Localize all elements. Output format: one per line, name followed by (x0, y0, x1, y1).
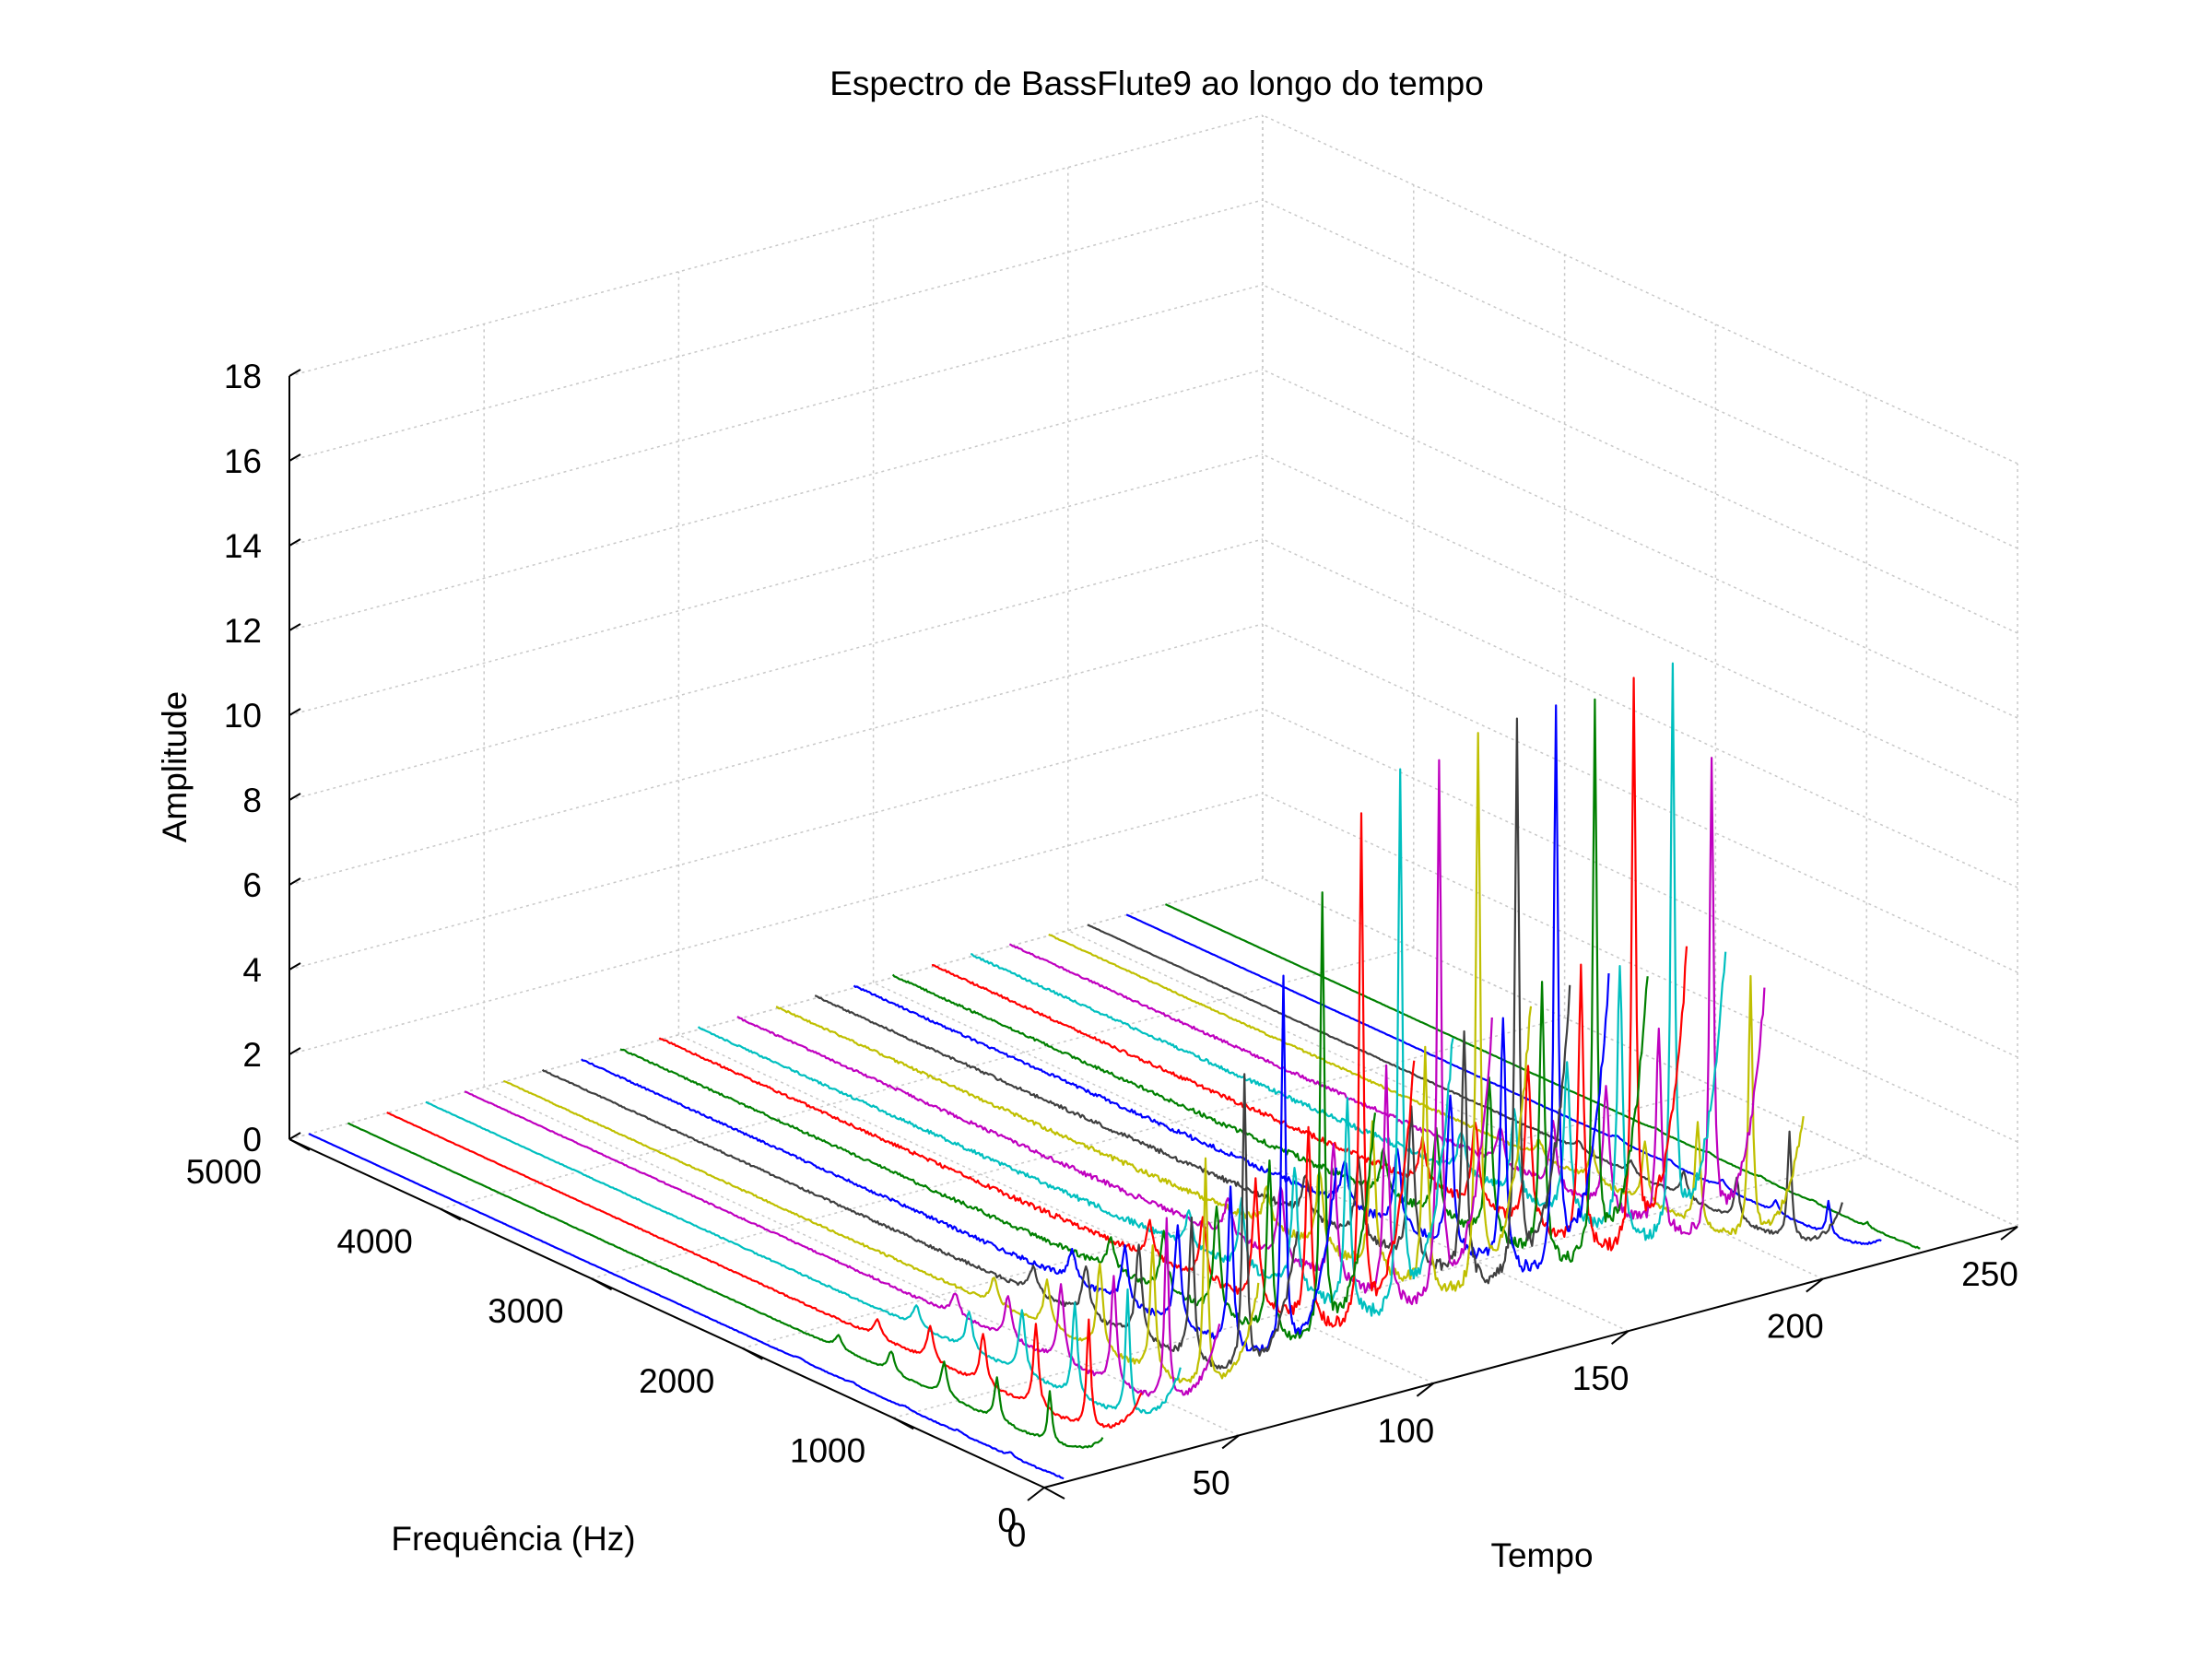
grid-line (288, 538, 1264, 801)
grid-line (440, 947, 1414, 1210)
grid-line (1262, 114, 2018, 465)
axis-layer (288, 376, 2018, 1488)
grid-line (288, 793, 1264, 1055)
grid-line (1262, 877, 2018, 1228)
y-tick-label: 2000 (639, 1362, 714, 1400)
grid-line (1262, 369, 2018, 719)
grid-line (1262, 199, 2018, 549)
grid-line (288, 623, 1264, 886)
x-tick-mark (2000, 1226, 2018, 1241)
z-tick-label: 14 (224, 527, 262, 565)
y-tick-mark (741, 1347, 763, 1360)
x-tick-label: 250 (1961, 1255, 2018, 1293)
z-tick-label: 6 (242, 866, 262, 904)
y-tick-mark (1043, 1487, 1065, 1500)
grid-line (288, 284, 1264, 547)
z-tick-mark (288, 877, 301, 886)
x-tick-mark (1416, 1382, 1435, 1397)
grid-line (288, 114, 1264, 377)
z-tick-mark (288, 453, 301, 462)
x-tick-mark (1027, 1487, 1045, 1501)
z-tick-label: 12 (224, 612, 262, 650)
z-axis-label: Amplitude (156, 691, 194, 843)
x-axis-line (1043, 1226, 2018, 1488)
y-tick-mark (892, 1417, 914, 1430)
spectrum-line (541, 1068, 1299, 1370)
spectrum-line (386, 1112, 1143, 1429)
x-axis-label: Tempo (1490, 1536, 1593, 1574)
y-tick-mark (591, 1277, 613, 1291)
spectrum-line (1164, 903, 1921, 1250)
grid-line (1067, 929, 1824, 1280)
spectrum-line (853, 704, 1610, 1273)
spectrum-line (308, 1133, 1065, 1480)
x-tick-label: 200 (1767, 1308, 1824, 1346)
tick-layer: 0501001502002500100020003000400050000246… (186, 358, 2018, 1554)
y-axis-line (288, 1138, 1045, 1488)
z-tick-mark (288, 623, 301, 631)
y-axis-label: Frequência (Hz) (391, 1520, 635, 1558)
z-tick-label: 0 (242, 1121, 262, 1159)
z-tick-label: 18 (224, 358, 262, 395)
grid-line (1262, 623, 2018, 973)
spectrum-line (814, 717, 1571, 1285)
z-tick-label: 2 (242, 1036, 262, 1074)
z-tick-mark (288, 538, 301, 547)
grid-line (288, 708, 1264, 971)
z-tick-mark (288, 1132, 301, 1140)
grid-line (1262, 538, 2018, 888)
grid-line (288, 453, 1264, 716)
y-tick-label: 0 (997, 1501, 1017, 1539)
spectrum-line (658, 812, 1416, 1328)
y-tick-label: 4000 (336, 1223, 412, 1261)
x-tick-mark (1610, 1330, 1630, 1345)
spectrum-line (425, 1100, 1182, 1415)
grid-line (678, 1034, 1434, 1384)
grid-line (1262, 708, 2018, 1058)
z-tick-label: 16 (224, 442, 262, 480)
y-tick-label: 5000 (186, 1153, 262, 1191)
spectrum-line (1087, 924, 1843, 1241)
z-tick-mark (288, 369, 301, 377)
z-tick-label: 8 (242, 782, 262, 819)
y-tick-mark (440, 1207, 462, 1221)
y-tick-mark (288, 1138, 311, 1151)
grid-line (483, 1086, 1240, 1437)
x-tick-mark (1221, 1434, 1240, 1450)
y-tick-label: 1000 (790, 1431, 865, 1469)
x-tick-label: 50 (1193, 1464, 1230, 1501)
z-tick-label: 4 (242, 951, 262, 989)
chart-title: Espectro de BassFlute9 ao longo do tempo (830, 65, 1484, 102)
grid-line (1262, 284, 2018, 634)
z-tick-label: 10 (224, 697, 262, 735)
x-tick-label: 0 (1007, 1516, 1027, 1554)
spectrum-line (347, 1122, 1104, 1449)
z-tick-mark (288, 1047, 301, 1055)
spectrum-line (736, 759, 1493, 1306)
z-tick-mark (288, 793, 301, 801)
grid-line (288, 199, 1264, 462)
x-tick-label: 150 (1572, 1359, 1630, 1397)
grid-line (873, 982, 1629, 1332)
spectrum-line (464, 1090, 1221, 1397)
grid-line (1262, 793, 2018, 1143)
z-tick-mark (288, 962, 301, 971)
y-tick-label: 3000 (488, 1292, 563, 1330)
grid-line (288, 877, 1264, 1140)
spectrum-line (775, 732, 1533, 1292)
spectrum-line (502, 1079, 1260, 1383)
spectrum-line (619, 891, 1377, 1341)
series-layer (308, 662, 1921, 1480)
x-tick-mark (1806, 1277, 1824, 1293)
z-tick-mark (288, 708, 301, 716)
grid-line (288, 369, 1264, 631)
grid-line (1262, 453, 2018, 804)
spectrum-line (697, 768, 1454, 1317)
x-tick-label: 100 (1378, 1412, 1435, 1450)
spectrum-line (1125, 913, 1882, 1245)
grid-layer (288, 114, 2018, 1488)
spectrum-line (891, 698, 1649, 1263)
